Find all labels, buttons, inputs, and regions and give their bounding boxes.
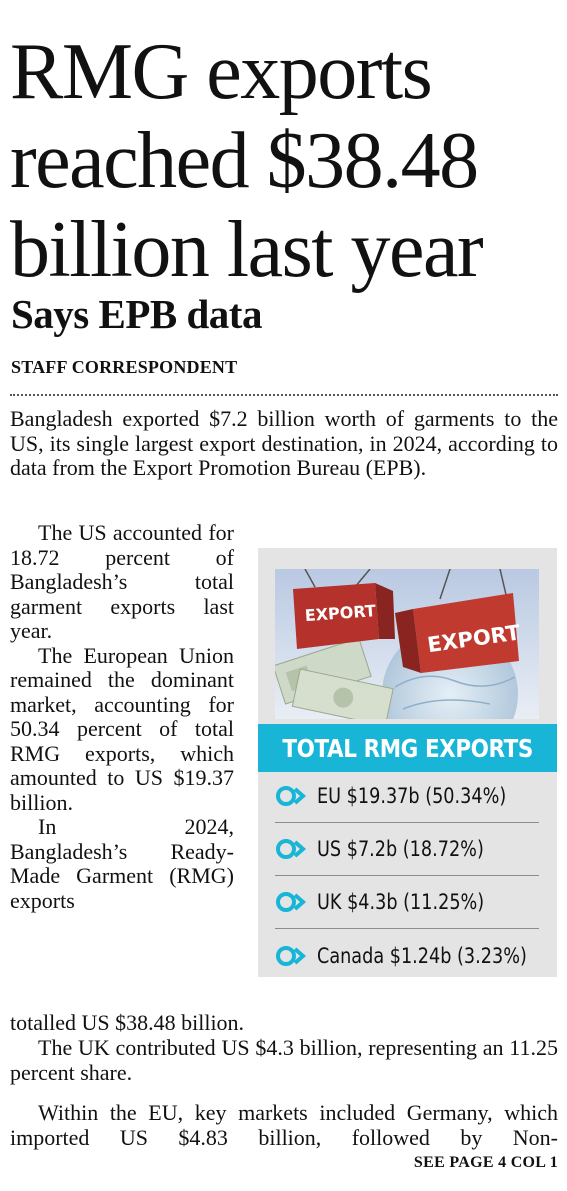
export-item-label: Canada $1.24b (3.23%) xyxy=(317,943,527,968)
paragraph-4b: totalled US $38.48 billion. xyxy=(10,1010,245,1035)
continuation-note: SEE PAGE 4 COL 1 xyxy=(413,1154,558,1171)
dotted-divider xyxy=(10,394,558,396)
paragraph-6: Within the EU, key markets included Germ… xyxy=(10,1100,558,1150)
chevron-circle-icon xyxy=(276,839,307,859)
headline-line-3: billion last year xyxy=(10,206,484,294)
byline: STAFF CORRESPONDENT xyxy=(11,357,238,377)
headline-line-1: RMG exports xyxy=(10,28,433,116)
chevron-circle-icon xyxy=(276,786,307,806)
container-left: EXPORT xyxy=(293,569,395,649)
infographic-title-banner: TOTAL RMG EXPORTS xyxy=(258,724,557,772)
chevron-circle-icon xyxy=(276,892,307,912)
paragraph-2: The US accounted for 18.72 percent of Ba… xyxy=(10,520,234,643)
chevron-circle-icon xyxy=(276,945,307,966)
paragraph-5: The UK contributed US $4.3 billion, repr… xyxy=(10,1035,558,1085)
list-item: Canada $1.24b (3.23%) xyxy=(275,929,539,982)
rmg-exports-infographic: EXPORT EXPORT TOTAL RMG EXPORTS EU $19.3… xyxy=(258,548,557,977)
paragraph-4a: In 2024, Bangladesh’s Ready-Made Garment… xyxy=(10,814,234,913)
container-label-1: EXPORT xyxy=(304,601,376,625)
paragraph-1: Bangladesh exported $7.2 billion worth o… xyxy=(10,406,558,480)
paragraph-3: The European Union remained the dominant… xyxy=(10,642,234,815)
headline-line-2: reached $38.48 xyxy=(10,117,479,205)
list-item: US $7.2b (18.72%) xyxy=(275,823,539,876)
container-right: EXPORT xyxy=(395,569,522,673)
export-item-label: UK $4.3b (11.25%) xyxy=(317,890,485,914)
list-item: EU $19.37b (50.34%) xyxy=(275,770,539,823)
infographic-title: TOTAL RMG EXPORTS xyxy=(282,733,533,763)
subheadline: Says EPB data xyxy=(11,291,262,337)
list-item: UK $4.3b (11.25%) xyxy=(275,876,539,929)
export-containers-photo: EXPORT EXPORT xyxy=(275,569,539,719)
export-item-label: EU $19.37b (50.34%) xyxy=(317,784,507,808)
export-item-label: US $7.2b (18.72%) xyxy=(317,837,484,861)
headline: RMG exports reached $38.48 billion last … xyxy=(10,28,562,295)
narrow-column: The US accounted for 18.72 percent of Ba… xyxy=(10,520,234,913)
export-list: EU $19.37b (50.34%) US $7.2b (18.72%) UK… xyxy=(275,770,539,982)
